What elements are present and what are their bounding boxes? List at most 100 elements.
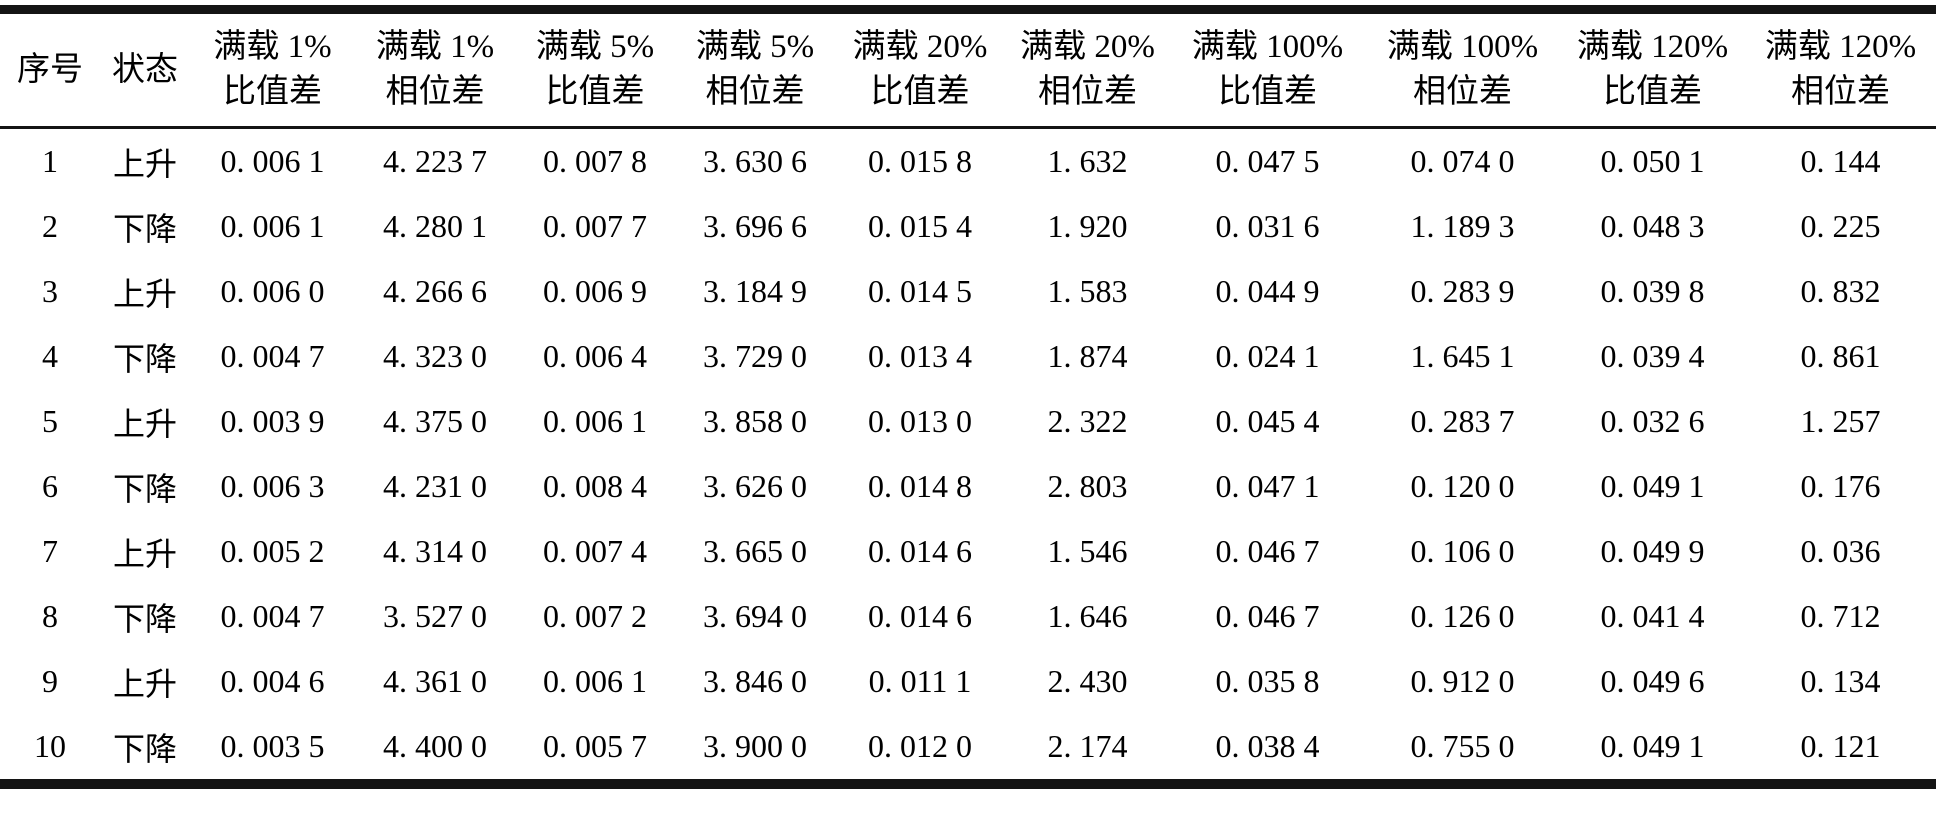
table-row-8: 8 下降 0. 004 7 3. 527 0 0. 007 2 3. 694 0 0. 01… bbox=[0, 584, 1936, 649]
table-cell: 0. 003 5 bbox=[220, 728, 325, 764]
table-cell: 4. 223 7 bbox=[383, 143, 487, 179]
table-cell: 0. 755 0 bbox=[1410, 728, 1515, 764]
header-line1: 满载 1% bbox=[375, 29, 495, 66]
header-line2: 相位差 bbox=[705, 74, 805, 110]
table-cell: 3. 527 0 bbox=[383, 598, 487, 634]
table-cell: 0. 045 4 bbox=[1215, 403, 1320, 439]
table-cell: 0. 014 6 bbox=[868, 533, 972, 569]
table-cell: 4. 375 0 bbox=[383, 403, 487, 439]
table-cell: 3. 729 0 bbox=[703, 338, 807, 374]
table-cell: 0. 006 1 bbox=[220, 208, 325, 244]
table-cell: 0. 006 9 bbox=[543, 273, 647, 309]
table-cell: 0. 006 3 bbox=[220, 468, 325, 504]
header-cell-10: 满载 100% 相位差 bbox=[1365, 10, 1560, 128]
table-cell: 0. 008 4 bbox=[543, 468, 647, 504]
header-cell-6: 满载 5% 相位差 bbox=[675, 10, 835, 128]
table-cell: 3. 665 0 bbox=[703, 533, 807, 569]
table-cell: 4. 231 0 bbox=[383, 468, 487, 504]
table-cell: 1. 874 bbox=[1047, 338, 1128, 374]
table-cell: 4 bbox=[42, 338, 58, 374]
table-cell: 4. 400 0 bbox=[383, 728, 487, 764]
table-cell: 0. 007 8 bbox=[543, 143, 647, 179]
table-cell: 0. 121 bbox=[1800, 728, 1881, 764]
table-cell: 0. 039 8 bbox=[1600, 273, 1705, 309]
table-cell: 0. 004 6 bbox=[220, 663, 325, 699]
table-cell: 9 bbox=[42, 663, 58, 699]
table-cell: 0. 046 7 bbox=[1215, 533, 1320, 569]
table-cell: 0. 832 bbox=[1800, 273, 1881, 309]
table-cell: 0. 024 1 bbox=[1215, 338, 1320, 374]
table-row-7: 7 上升 0. 005 2 4. 314 0 0. 007 4 3. 665 0 0. 01… bbox=[0, 519, 1936, 584]
header-line2: 相位差 bbox=[1791, 74, 1890, 110]
table-cell: 0. 031 6 bbox=[1215, 208, 1320, 244]
table-row-4: 4 下降 0. 004 7 4. 323 0 0. 006 4 3. 729 0 0. 01… bbox=[0, 324, 1936, 389]
table-cell: 4. 314 0 bbox=[383, 533, 487, 569]
table-cell: 0. 044 9 bbox=[1215, 273, 1320, 309]
header-cell-11: 满载 120% 比值差 bbox=[1560, 10, 1745, 128]
table-cell: 0. 712 bbox=[1800, 598, 1881, 634]
table-cell: 0. 035 8 bbox=[1215, 663, 1320, 699]
table-cell: 3. 900 0 bbox=[703, 728, 807, 764]
table-cell: 下降 bbox=[112, 730, 177, 767]
table-cell: 2 bbox=[42, 208, 58, 244]
table-cell: 0. 048 3 bbox=[1600, 208, 1705, 244]
table-cell: 0. 006 1 bbox=[543, 663, 647, 699]
header-line2: 相位差 bbox=[1413, 74, 1512, 110]
header-line1: 状态 bbox=[112, 51, 178, 88]
table-cell: 0. 074 0 bbox=[1410, 143, 1515, 179]
table-cell: 0. 014 5 bbox=[868, 273, 972, 309]
table-cell: 0. 015 4 bbox=[868, 208, 972, 244]
table-cell: 上升 bbox=[112, 535, 177, 572]
header-line2: 比值差 bbox=[1603, 74, 1702, 110]
table-cell: 1. 920 bbox=[1047, 208, 1128, 244]
table-cell: 0. 004 7 bbox=[220, 338, 325, 374]
header-cell-5: 满载 5% 比值差 bbox=[515, 10, 675, 128]
header-line1: 序号 bbox=[17, 51, 83, 88]
table-row-5: 5 上升 0. 003 9 4. 375 0 0. 006 1 3. 858 0 0. 01… bbox=[0, 389, 1936, 454]
header-line2: 比值差 bbox=[1218, 74, 1317, 110]
table-cell: 1. 546 bbox=[1047, 533, 1128, 569]
table-cell: 上升 bbox=[112, 665, 177, 702]
table-cell: 0. 912 0 bbox=[1410, 663, 1515, 699]
table-cell: 3. 626 0 bbox=[703, 468, 807, 504]
header-cell-3: 满载 1% 比值差 bbox=[190, 10, 355, 128]
table-cell: 上升 bbox=[112, 275, 177, 312]
header-line1: 满载 5% bbox=[535, 29, 655, 66]
table-cell: 下降 bbox=[112, 470, 177, 507]
table-cell: 0. 106 0 bbox=[1410, 533, 1515, 569]
table-cell: 3. 694 0 bbox=[703, 598, 807, 634]
table-cell: 4. 323 0 bbox=[383, 338, 487, 374]
table-cell: 3. 696 6 bbox=[703, 208, 807, 244]
table-row-6: 6 下降 0. 006 3 4. 231 0 0. 008 4 3. 626 0 0. 01… bbox=[0, 454, 1936, 519]
table-cell: 3. 846 0 bbox=[703, 663, 807, 699]
table-cell: 0. 176 bbox=[1800, 468, 1881, 504]
table-cell: 0. 015 8 bbox=[868, 143, 972, 179]
table-cell: 0. 041 4 bbox=[1600, 598, 1705, 634]
header-line2: 相位差 bbox=[385, 74, 485, 110]
header-line1: 满载 120% bbox=[1576, 29, 1729, 66]
table-row-1: 1 上升 0. 006 1 4. 223 7 0. 007 8 3. 630 6 0. 01… bbox=[0, 128, 1936, 195]
table-cell: 0. 014 8 bbox=[868, 468, 972, 504]
table-cell: 0. 038 4 bbox=[1215, 728, 1320, 764]
table-cell: 下降 bbox=[112, 210, 177, 247]
table-cell: 0. 014 6 bbox=[868, 598, 972, 634]
table-body: 1 上升 0. 006 1 4. 223 7 0. 007 8 3. 630 6 0. 01… bbox=[0, 128, 1936, 785]
table-cell: 8 bbox=[42, 598, 58, 634]
table-cell: 3. 184 9 bbox=[703, 273, 807, 309]
header-line1: 满载 1% bbox=[213, 29, 332, 66]
table-cell: 0. 126 0 bbox=[1410, 598, 1515, 634]
table-cell: 0. 047 5 bbox=[1215, 143, 1320, 179]
header-cell-8: 满载 20% 相位差 bbox=[1005, 10, 1170, 128]
header-line1: 满载 120% bbox=[1764, 29, 1917, 66]
table-cell: 3. 630 6 bbox=[703, 143, 807, 179]
header-cell-12: 满载 120% 相位差 bbox=[1745, 10, 1936, 128]
header-line2: 相位差 bbox=[1038, 74, 1137, 110]
table-cell: 2. 174 bbox=[1047, 728, 1128, 764]
table-cell: 3 bbox=[42, 273, 58, 309]
table-header: 序号 状态 满载 1% 比值差 满载 1% 相位差 满载 5% 比值差 满载 5% 相位差 满载 2… bbox=[0, 10, 1936, 128]
table-cell: 0. 049 1 bbox=[1600, 468, 1705, 504]
table-cell: 4. 280 1 bbox=[383, 208, 487, 244]
header-cell-1: 序号 bbox=[0, 10, 100, 128]
table-cell: 0. 012 0 bbox=[868, 728, 972, 764]
